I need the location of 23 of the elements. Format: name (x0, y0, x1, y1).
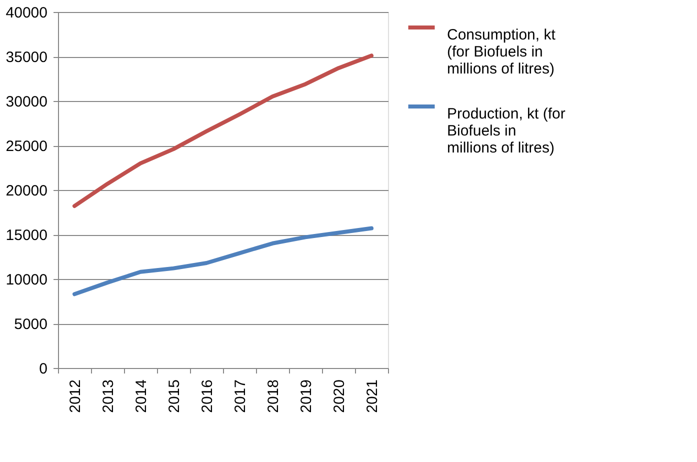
x-tick-label: 2018 (265, 380, 282, 413)
x-tick-label: 2019 (298, 380, 315, 413)
x-tick-label: 2016 (199, 380, 216, 413)
y-tick-label: 0 (39, 360, 48, 378)
x-tick-label: 2012 (67, 380, 84, 413)
y-tick-label: 30000 (6, 94, 48, 110)
legend-label: Production, kt (for Biofuels in millions of litres) (447, 106, 566, 156)
x-tick-label: 2015 (166, 380, 183, 413)
y-tick-label: 25000 (6, 138, 48, 155)
line-series (72, 54, 374, 208)
line-series (72, 226, 374, 296)
y-tick-label: 40000 (6, 4, 48, 22)
x-tick-label: 2014 (133, 380, 150, 413)
legend-label: Consumption, kt (for Biofuels in millions of litres) (447, 26, 556, 78)
y-tick-label: 35000 (6, 49, 48, 66)
x-tick-label: 2017 (232, 380, 249, 413)
y-tick-label: 5000 (14, 316, 48, 333)
y-tick-label: 10000 (6, 272, 48, 288)
x-tick-label: 2021 (364, 380, 381, 413)
y-tick-label: 20000 (6, 182, 48, 200)
y-tick-label: 15000 (6, 227, 48, 244)
x-tick-label: 2020 (331, 380, 348, 413)
x-tick-label: 2013 (100, 380, 117, 413)
